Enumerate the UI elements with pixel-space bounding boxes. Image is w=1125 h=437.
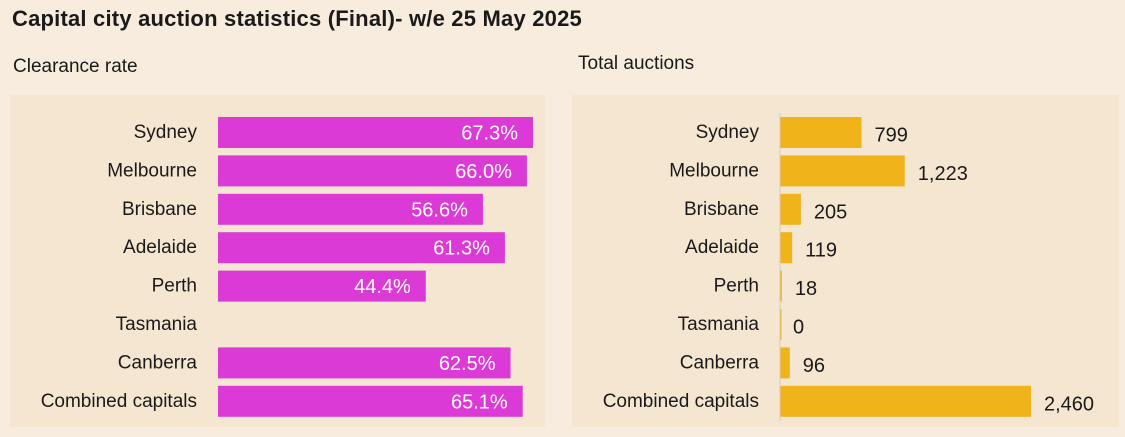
clearance-rate-title: Clearance rate [13, 56, 138, 77]
bar-perth [218, 270, 426, 302]
category-label-tasmania: Tasmania [116, 314, 198, 335]
value-label-melbourne: 66.0% [455, 161, 512, 183]
category-label-combined-capitals: Combined capitals [603, 391, 759, 412]
bar-brisbane [780, 193, 801, 225]
bar-sydney [218, 117, 533, 148]
bar-combined-capitals [780, 385, 1031, 417]
total-auctions-panel: Sydney 799 Melbourne 1,223 Brisbane 205 Adelai… [572, 95, 1119, 427]
total-auctions-chart: Sydney 799 Melbourne 1,223 Brisbane 205 Adelai… [603, 113, 1094, 421]
bar-melbourne [218, 155, 527, 187]
bar-perth [780, 270, 782, 302]
category-label-tasmania: Tasmania [678, 314, 760, 335]
clearance-rate-chart: Sydney 67.3% Melbourne 66.0% Brisbane 56.6% Ad… [41, 117, 533, 417]
category-label-perth: Perth [152, 276, 197, 297]
value-label-tasmania: 0 [793, 317, 804, 339]
category-label-brisbane: Brisbane [684, 199, 759, 220]
value-label-adelaide: 119 [805, 240, 837, 262]
bar-tasmania [780, 309, 782, 340]
value-label-sydney: 67.3% [461, 123, 518, 145]
bar-adelaide [218, 232, 505, 264]
value-label-brisbane: 56.6% [411, 199, 468, 221]
bar-canberra [218, 347, 511, 379]
category-label-melbourne: Melbourne [107, 160, 197, 181]
value-label-combined-capitals: 2,460 [1044, 393, 1094, 415]
clearance-rate-panel: Sydney 67.3% Melbourne 66.0% Brisbane 56.6% Ad… [10, 95, 545, 427]
category-label-sydney: Sydney [696, 122, 760, 143]
category-label-perth: Perth [714, 276, 759, 297]
category-label-brisbane: Brisbane [122, 199, 197, 220]
bar-melbourne [780, 155, 905, 187]
page-title: Capital city auction statistics (Final)-… [12, 6, 582, 31]
category-label-canberra: Canberra [680, 352, 760, 373]
value-label-canberra: 96 [803, 355, 825, 377]
value-label-perth: 18 [795, 278, 817, 300]
total-auctions-title: Total auctions [578, 53, 695, 74]
value-label-adelaide: 61.3% [433, 238, 490, 260]
bar-canberra [780, 347, 790, 379]
bar-sydney [780, 117, 862, 148]
value-label-melbourne: 1,223 [918, 163, 968, 185]
value-label-combined-capitals: 65.1% [451, 391, 508, 413]
category-label-sydney: Sydney [134, 122, 198, 143]
category-label-adelaide: Adelaide [123, 237, 197, 258]
category-label-canberra: Canberra [118, 352, 198, 373]
category-label-melbourne: Melbourne [669, 160, 759, 181]
bar-combined-capitals [218, 385, 523, 417]
category-label-combined-capitals: Combined capitals [41, 391, 197, 412]
bar-brisbane [218, 193, 483, 225]
value-label-perth: 44.4% [354, 276, 411, 298]
value-label-brisbane: 205 [814, 201, 847, 223]
value-label-sydney: 799 [875, 125, 908, 147]
bar-adelaide [780, 232, 793, 264]
value-label-canberra: 62.5% [439, 353, 496, 375]
category-label-adelaide: Adelaide [685, 237, 759, 258]
